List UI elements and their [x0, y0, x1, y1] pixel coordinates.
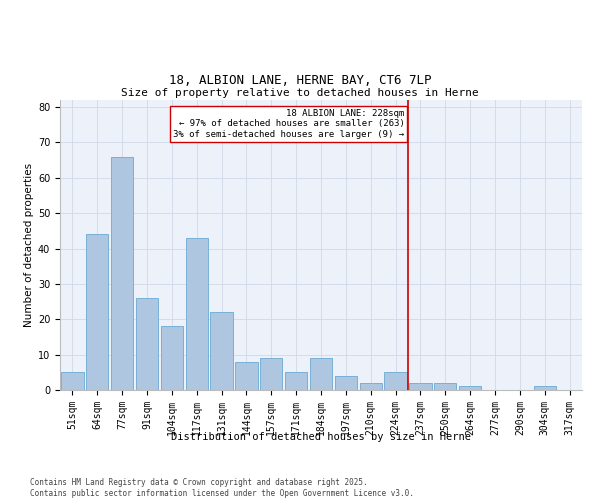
Bar — [434, 383, 457, 390]
Bar — [385, 372, 407, 390]
Bar — [161, 326, 183, 390]
Bar — [211, 312, 233, 390]
Bar — [185, 238, 208, 390]
Bar — [86, 234, 109, 390]
Bar — [111, 156, 133, 390]
Bar — [235, 362, 257, 390]
Text: 18 ALBION LANE: 228sqm
← 97% of detached houses are smaller (263)
3% of semi-det: 18 ALBION LANE: 228sqm ← 97% of detached… — [173, 109, 404, 138]
Bar — [136, 298, 158, 390]
Text: Size of property relative to detached houses in Herne: Size of property relative to detached ho… — [121, 88, 479, 98]
Bar — [459, 386, 481, 390]
Bar — [533, 386, 556, 390]
Y-axis label: Number of detached properties: Number of detached properties — [24, 163, 34, 327]
Text: 18, ALBION LANE, HERNE BAY, CT6 7LP: 18, ALBION LANE, HERNE BAY, CT6 7LP — [169, 74, 431, 88]
Bar — [409, 383, 431, 390]
Text: Distribution of detached houses by size in Herne: Distribution of detached houses by size … — [171, 432, 471, 442]
Text: Contains HM Land Registry data © Crown copyright and database right 2025.
Contai: Contains HM Land Registry data © Crown c… — [30, 478, 414, 498]
Bar — [359, 383, 382, 390]
Bar — [335, 376, 357, 390]
Bar — [310, 358, 332, 390]
Bar — [285, 372, 307, 390]
Bar — [61, 372, 83, 390]
Bar — [260, 358, 283, 390]
